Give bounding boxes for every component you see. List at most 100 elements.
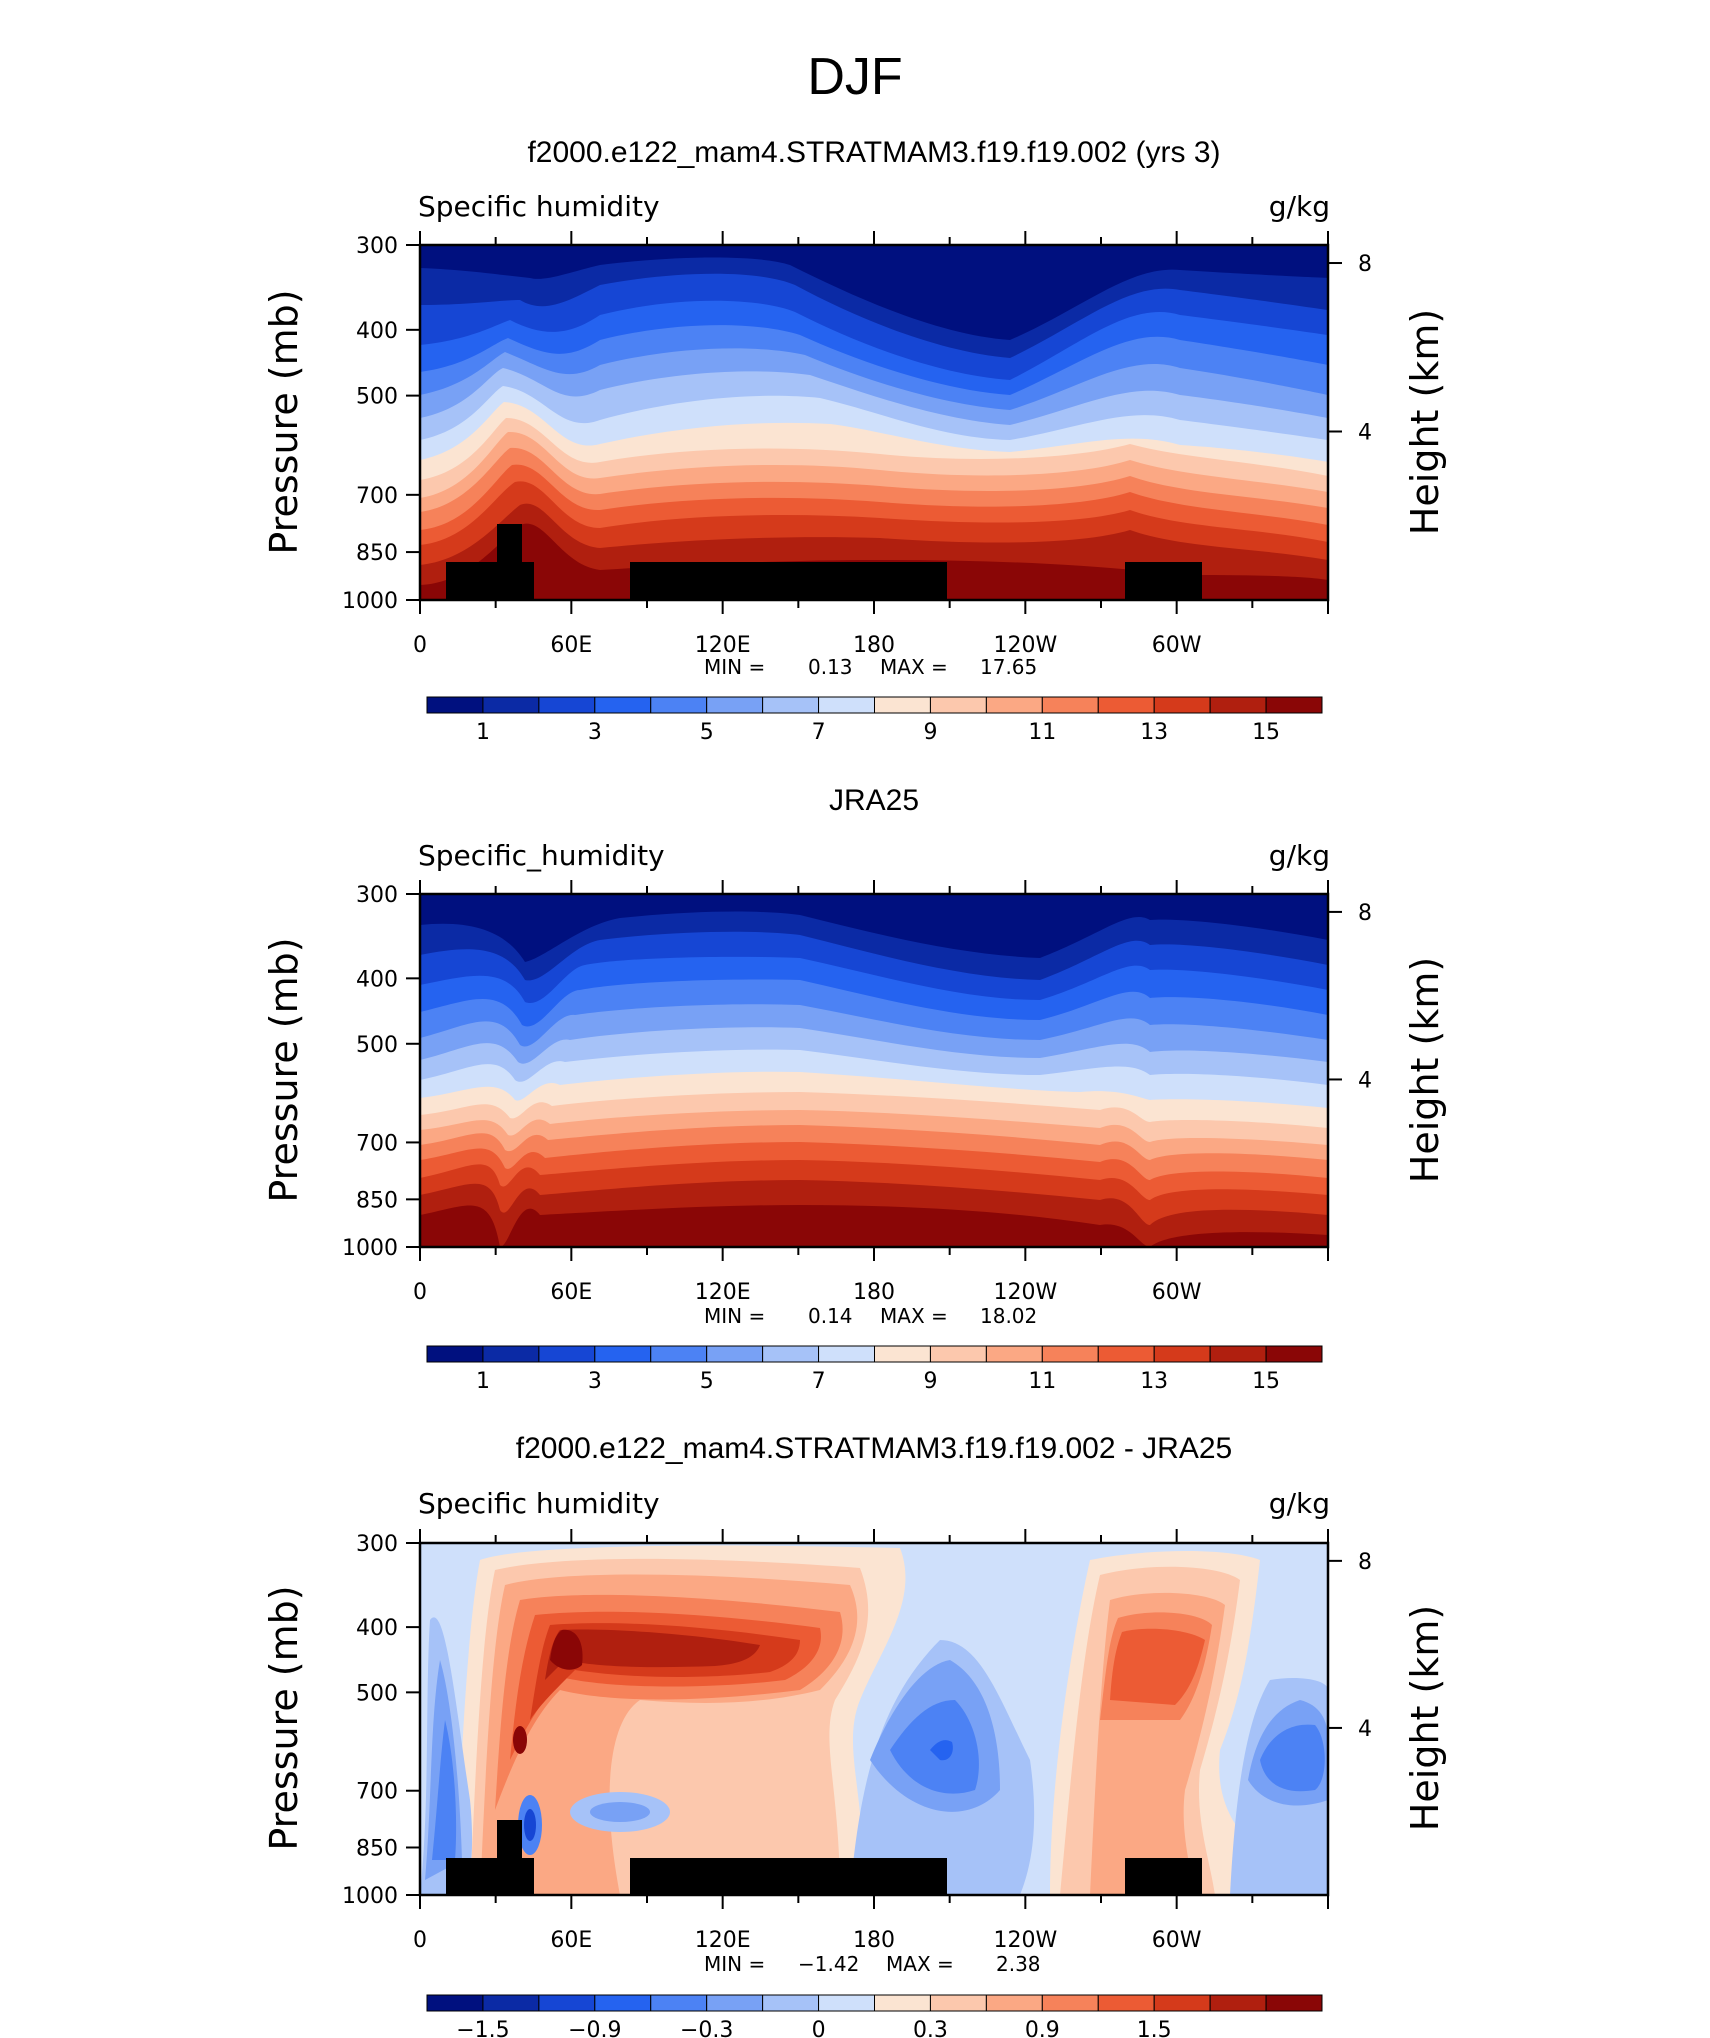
colorbar-label: 1: [476, 720, 490, 745]
y-tick-label: 300: [356, 234, 398, 259]
max-value: 17.65: [980, 655, 1037, 679]
x-tick-label: 120E: [695, 1280, 751, 1305]
max-value: 2.38: [996, 1952, 1041, 1976]
colorbar-swatch: [706, 696, 764, 714]
y-tick-label: 500: [356, 1681, 398, 1706]
min-label: MIN =: [704, 655, 765, 679]
y-right-tick-label: 4: [1358, 1717, 1372, 1742]
min-value: −1.42: [798, 1952, 859, 1976]
colorbar-swatch: [426, 696, 484, 714]
colorbar-label: 1.5: [1137, 2018, 1172, 2038]
y-right-tick-label: 8: [1358, 901, 1372, 926]
mask-africa: [446, 1858, 534, 1895]
units-label: g/kg: [1269, 1487, 1330, 1520]
colorbar-swatch: [874, 1994, 931, 2012]
figure-title: DJF: [807, 48, 902, 106]
colorbar-swatch: [985, 696, 1043, 714]
y-axis-label-left: Pressure (mb): [262, 289, 306, 554]
colorbar-swatch: [650, 696, 708, 714]
x-tick-label: 120W: [993, 1928, 1057, 1953]
band-pos-7b: [513, 1726, 527, 1754]
panel-title: JRA25: [829, 784, 919, 817]
colorbar-swatch: [985, 1345, 1043, 1363]
x-tick-label: 0: [413, 1928, 427, 1953]
x-tick-label: 120E: [695, 633, 751, 658]
panel-model: f2000.e122_mam4.STRATMAM3.f19.f19.002 (y…: [262, 136, 1447, 745]
min-value: 0.13: [808, 655, 853, 679]
y-right-tick-label: 4: [1358, 1068, 1372, 1093]
mask-east-africa: [497, 1820, 522, 1860]
y-tick-label: 1000: [342, 1236, 398, 1261]
x-tick-label: 180: [853, 1280, 895, 1305]
colorbar-swatch: [706, 1345, 764, 1363]
colorbar-label: 15: [1252, 1369, 1280, 1394]
x-tick-label: 60E: [550, 1280, 592, 1305]
colorbar-label: 9: [923, 720, 937, 745]
colorbar-label: −0.3: [680, 2018, 733, 2038]
mask-asia: [630, 1858, 947, 1895]
colorbar-swatch: [1209, 1345, 1267, 1363]
colorbar: −1.5 −0.9 −0.3 0 0.3 0.9 1.5: [426, 1994, 1323, 2038]
colorbar-swatch: [1265, 696, 1323, 714]
band-neg-4e: [524, 1809, 536, 1841]
x-tick-label: 0: [413, 1280, 427, 1305]
colorbar-label: −1.5: [456, 2018, 509, 2038]
x-tick-label: 180: [853, 1928, 895, 1953]
variable-label: Specific_humidity: [418, 839, 665, 872]
colorbar-label: 3: [588, 720, 602, 745]
colorbar-swatch: [1153, 1345, 1211, 1363]
colorbar-swatch: [650, 1345, 708, 1363]
topography-mask: [446, 524, 1202, 600]
colorbar-swatch: [818, 1345, 875, 1363]
colorbar-swatch: [818, 1994, 875, 2012]
x-tick-label: 60W: [1152, 1928, 1202, 1953]
x-tick-label: 60E: [550, 633, 592, 658]
panel-title: f2000.e122_mam4.STRATMAM3.f19.f19.002 - …: [516, 1432, 1232, 1465]
x-tick-label: 60E: [550, 1928, 592, 1953]
colorbar-swatch: [1041, 1994, 1099, 2012]
contour-field: [420, 894, 1328, 1247]
band-neg-3: [432, 1720, 457, 1860]
min-label: MIN =: [704, 1952, 765, 1976]
colorbar-swatch: [650, 1994, 708, 2012]
x-tick-label: 120W: [993, 633, 1057, 658]
colorbar-label: 1: [476, 1369, 490, 1394]
colorbar-swatch: [538, 1345, 596, 1363]
band-0: [420, 245, 1328, 340]
colorbar-label: 13: [1140, 720, 1168, 745]
colorbar-label: 9: [923, 1369, 937, 1394]
x-tick-label: 60W: [1152, 633, 1202, 658]
axes: 0 60E 120E 180 120W 60W 300 400 500 700 850 1000 8 4: [342, 880, 1372, 1305]
colorbar-swatch: [1265, 1994, 1323, 2012]
colorbar-swatch: [482, 696, 540, 714]
axes: 0 60E 120E 180 120W 60W 300 400 500 700 850 1000 8 4: [342, 1529, 1372, 1953]
max-label: MAX =: [880, 1304, 948, 1328]
y-tick-label: 500: [356, 1033, 398, 1058]
mask-south-america: [1125, 562, 1202, 600]
panel-difference: f2000.e122_mam4.STRATMAM3.f19.f19.002 - …: [262, 1432, 1447, 2038]
colorbar-swatch: [538, 696, 596, 714]
y-tick-label: 850: [356, 541, 398, 566]
band-pos-6: [545, 1629, 760, 1680]
mask-africa: [446, 562, 534, 600]
colorbar-swatch: [1209, 1994, 1267, 2012]
colorbar-swatch: [538, 1994, 596, 2012]
y-tick-label: 300: [356, 1532, 398, 1557]
min-label: MIN =: [704, 1304, 765, 1328]
units-label: g/kg: [1269, 190, 1330, 223]
colorbar-swatch: [818, 696, 875, 714]
colorbar-swatch: [985, 1994, 1043, 2012]
colorbar-swatch: [594, 696, 652, 714]
contour-field: [420, 1543, 1328, 1895]
colorbar: 1 3 5 7 9 11 13 15: [426, 696, 1323, 745]
y-tick-label: 700: [356, 484, 398, 509]
colorbar-label: 0.9: [1025, 2018, 1060, 2038]
max-label: MAX =: [880, 655, 948, 679]
y-axis-label-right: Height (km): [1403, 309, 1447, 535]
colorbar-swatch: [1153, 696, 1211, 714]
colorbar-swatch: [1153, 1994, 1211, 2012]
colorbar-swatch: [482, 1345, 540, 1363]
y-tick-label: 400: [356, 967, 398, 992]
band-0: [420, 894, 1328, 962]
